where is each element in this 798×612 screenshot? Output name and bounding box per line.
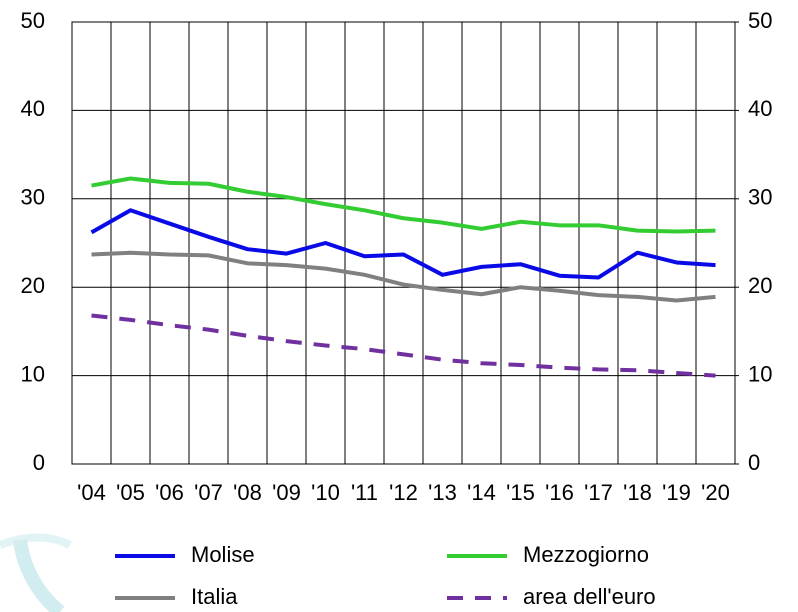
- series-line: [91, 313, 716, 378]
- x-tick-label: '17: [584, 480, 613, 505]
- decoration: [13, 538, 65, 612]
- y2-tick-label: 40: [748, 96, 772, 121]
- x-tick-label: '10: [311, 480, 340, 505]
- legend-label: Italia: [191, 584, 238, 609]
- x-tick-label: '07: [194, 480, 223, 505]
- y-tick-label: 50: [21, 8, 45, 33]
- x-tick-label: '08: [233, 480, 262, 505]
- y-tick-label: 30: [21, 185, 45, 210]
- x-tick-label: '15: [506, 480, 535, 505]
- y2-tick-label: 20: [748, 273, 772, 298]
- legend-label: area dell'euro: [523, 584, 656, 609]
- y2-tick-label: 0: [748, 450, 760, 475]
- x-tick-label: '11: [351, 480, 378, 505]
- legend-label: Molise: [191, 542, 255, 567]
- x-tick-label: '12: [389, 480, 418, 505]
- x-tick-label: '18: [623, 480, 652, 505]
- series-line: [90, 208, 716, 280]
- x-tick-label: '05: [116, 480, 145, 505]
- y2-tick-label: 10: [748, 361, 772, 386]
- y2-tick-label: 30: [748, 185, 772, 210]
- y-tick-label: 0: [33, 450, 45, 475]
- y2-tick-label: 50: [748, 8, 772, 33]
- x-tick-label: '16: [545, 480, 574, 505]
- y-tick-label: 40: [21, 96, 45, 121]
- x-tick-label: '14: [467, 480, 496, 505]
- x-tick-label: '09: [272, 480, 301, 505]
- y-tick-label: 20: [21, 273, 45, 298]
- x-tick-label: '04: [77, 480, 106, 505]
- x-tick-label: '20: [701, 480, 730, 505]
- x-tick-label: '19: [662, 480, 691, 505]
- series-line: [91, 250, 716, 303]
- legend-label: Mezzogiorno: [523, 542, 649, 567]
- y-tick-label: 10: [21, 361, 45, 386]
- plot-area: [71, 21, 736, 465]
- x-tick-label: '06: [155, 480, 184, 505]
- x-tick-label: '13: [428, 480, 457, 505]
- decoration: [0, 533, 72, 549]
- series-line: [91, 176, 716, 234]
